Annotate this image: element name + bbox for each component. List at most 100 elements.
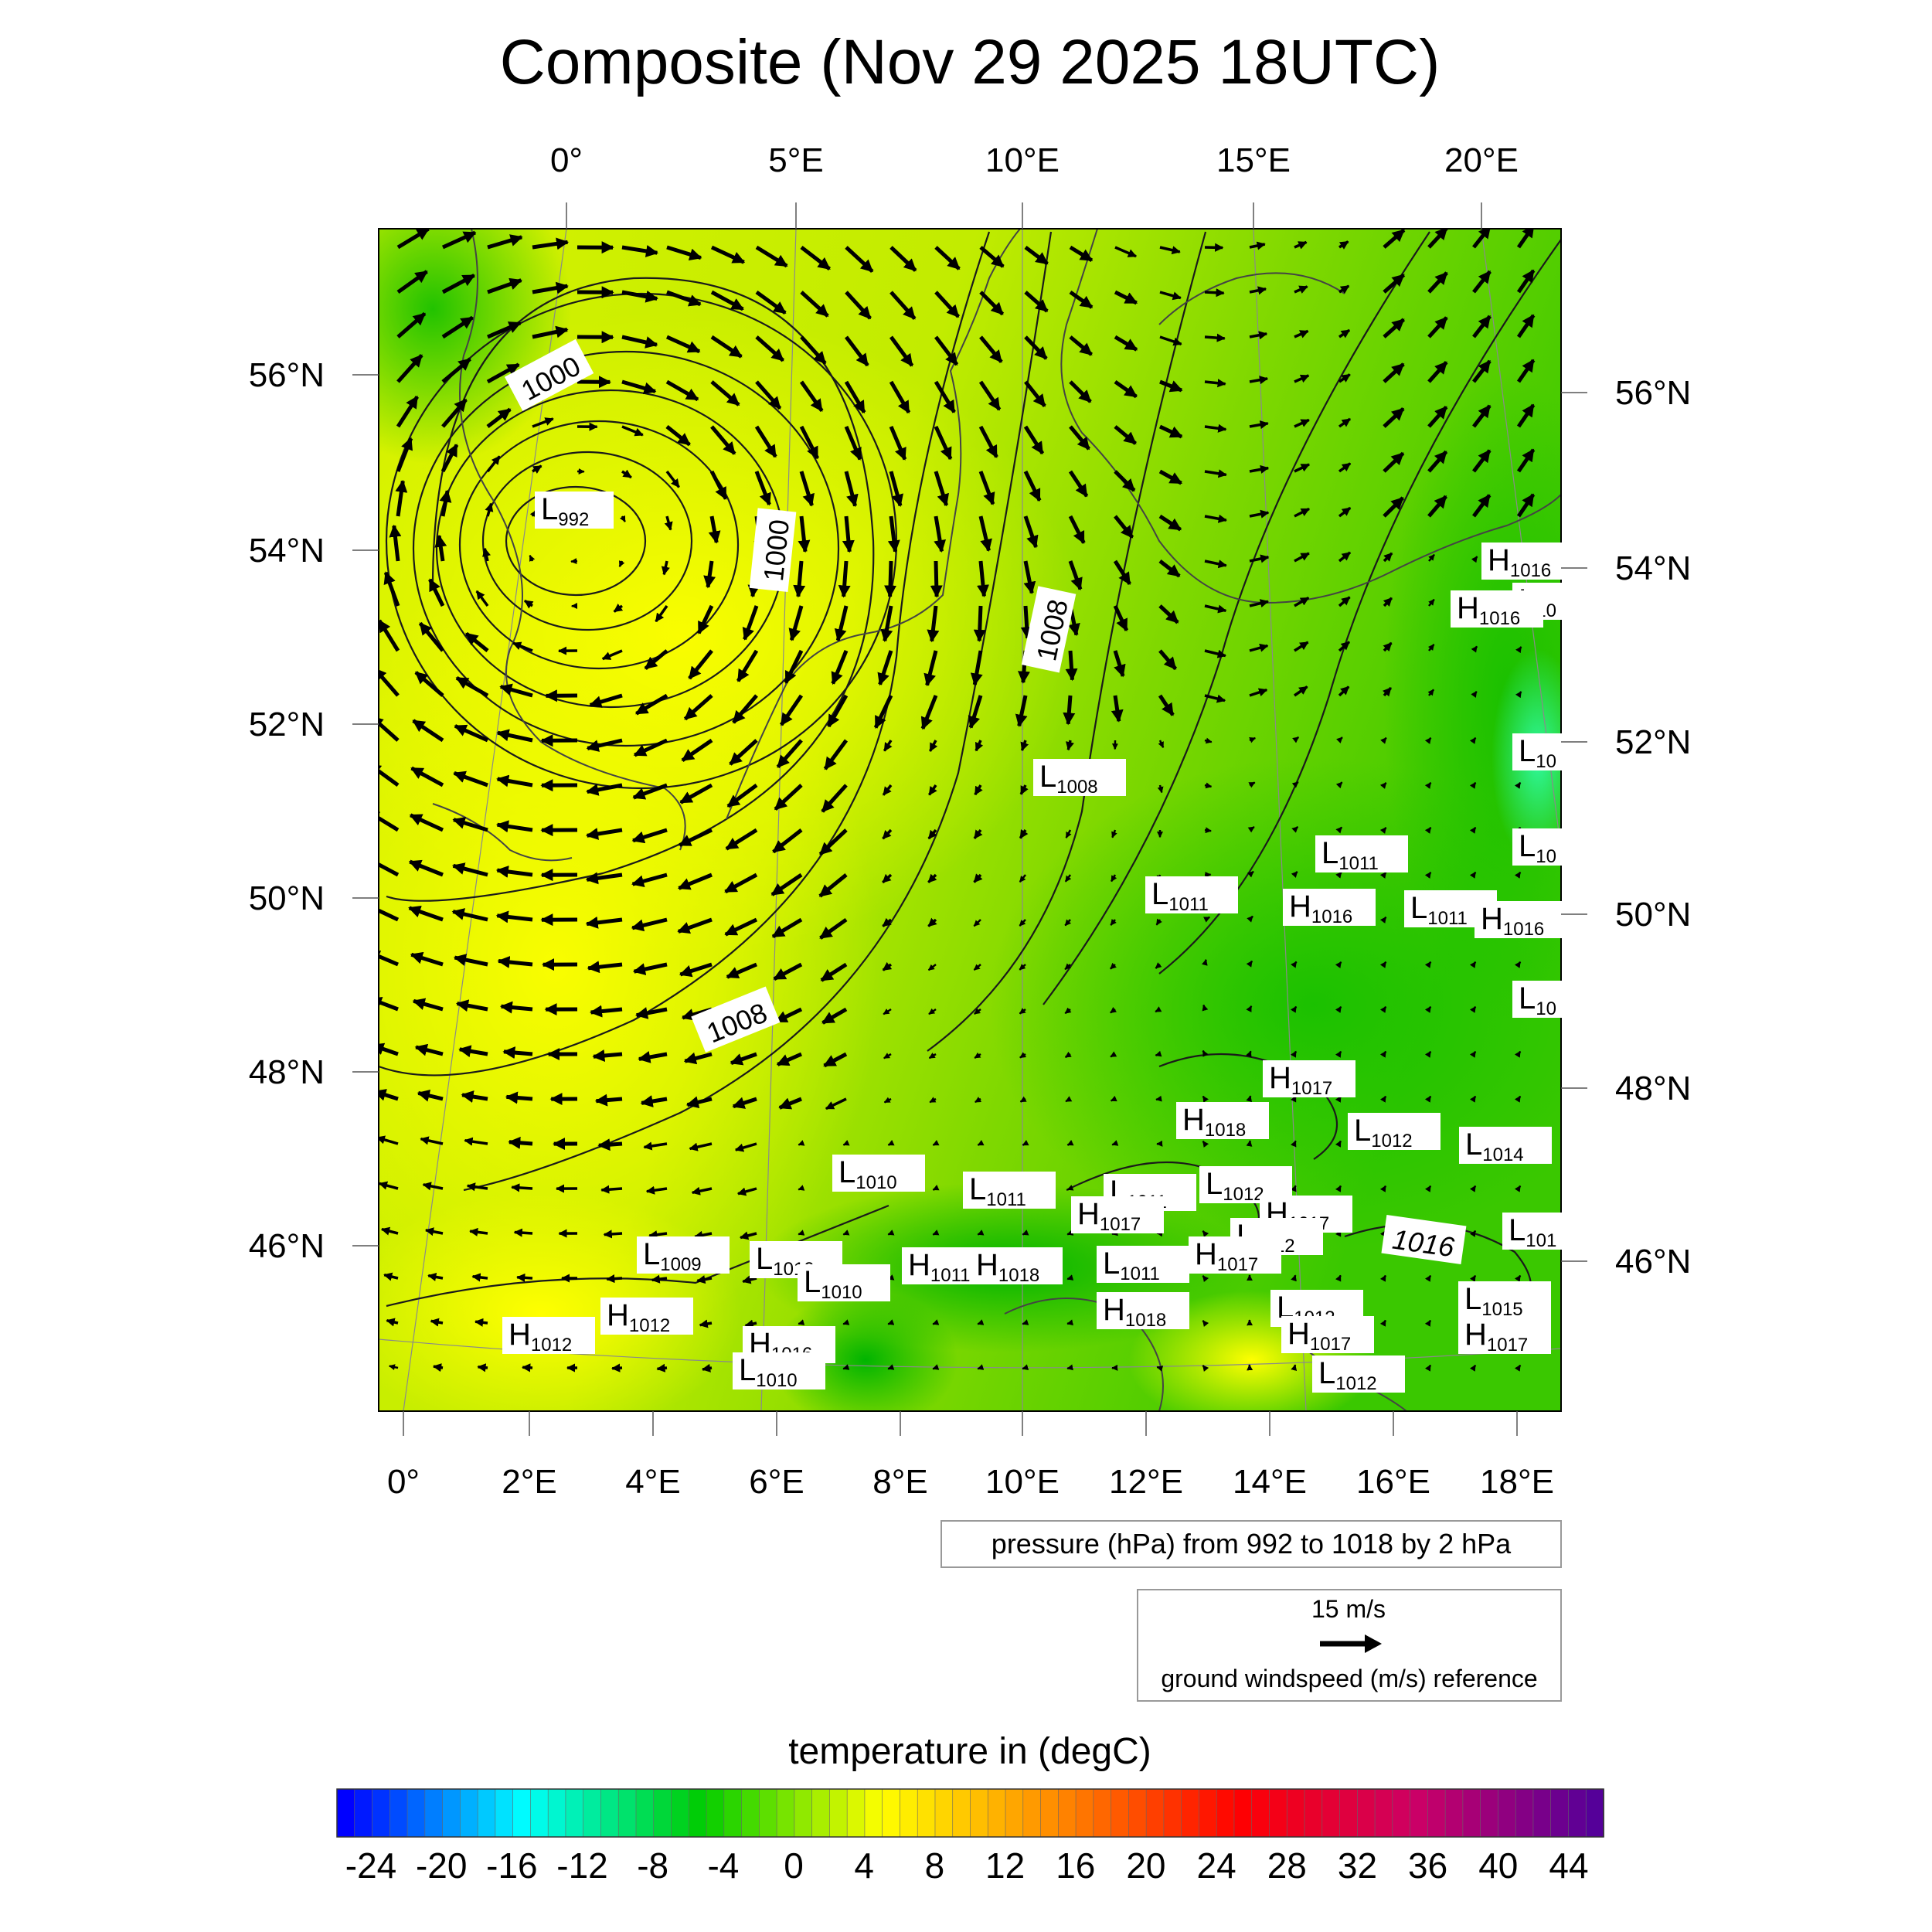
wind-arrow xyxy=(932,1230,940,1236)
wind-arrow xyxy=(1068,560,1083,591)
wind-arrow xyxy=(1156,1366,1164,1372)
wind-arrow xyxy=(621,245,658,257)
pressure-center-box xyxy=(1071,1196,1164,1233)
wind-arrow xyxy=(1022,1364,1029,1370)
wind-arrow xyxy=(1335,1140,1342,1148)
wind-arrow xyxy=(408,906,444,922)
wind-arrow xyxy=(1383,451,1405,473)
wind-arrow xyxy=(1203,916,1211,923)
high-pressure-label: H1018 xyxy=(1103,1293,1166,1331)
wind-arrow xyxy=(664,515,673,531)
wind-arrow xyxy=(441,357,471,383)
wind-arrow xyxy=(884,560,897,598)
wind-arrow xyxy=(1291,871,1298,879)
pressure-center-box xyxy=(1283,889,1376,926)
wind-arrow xyxy=(512,641,533,652)
wind-arrow xyxy=(1424,1185,1432,1192)
wind-arrow xyxy=(701,1363,713,1372)
wind-arrow xyxy=(927,917,937,927)
wind-arrow xyxy=(842,1140,850,1146)
wind-arrow xyxy=(1155,1050,1162,1057)
wind-arrow xyxy=(1471,556,1478,563)
wind-arrow xyxy=(432,1363,444,1372)
wind-arrow xyxy=(1427,405,1448,428)
wind-arrow xyxy=(1428,553,1435,562)
wind-arrow xyxy=(1383,406,1405,428)
wind-arrow xyxy=(1114,425,1137,445)
wind-arrow xyxy=(1159,246,1181,255)
wind-arrow xyxy=(635,693,668,716)
wind-arrow xyxy=(601,649,623,661)
wind-arrow xyxy=(1114,335,1138,352)
wind-arrow xyxy=(594,1094,623,1107)
wind-arrow xyxy=(1249,331,1268,340)
wind-arrow xyxy=(656,1363,668,1372)
colorbar-cell xyxy=(1444,1788,1464,1838)
wind-arrow xyxy=(1294,240,1308,250)
wind-arrow xyxy=(934,335,959,366)
colorbar-cell xyxy=(1550,1788,1570,1838)
wind-arrow xyxy=(379,763,400,787)
wind-arrow xyxy=(730,1052,757,1066)
wind-arrow xyxy=(710,245,746,264)
colorbar-cell xyxy=(1357,1788,1376,1838)
wind-arrow xyxy=(934,291,961,318)
wind-arrow xyxy=(932,1140,940,1146)
colorbar-cell xyxy=(759,1788,777,1838)
wind-arrow xyxy=(1472,494,1492,518)
wind-arrow xyxy=(977,1140,985,1146)
wind-arrow xyxy=(1469,871,1477,879)
wind-arrow xyxy=(773,962,803,981)
wind-arrow xyxy=(1068,470,1089,498)
wind-arrow xyxy=(1158,469,1183,485)
wind-arrow xyxy=(932,1364,940,1370)
wind-arrow xyxy=(499,1001,533,1014)
colorbar-cell xyxy=(1005,1788,1024,1838)
wind-arrow xyxy=(455,999,488,1012)
colorbar-tick-label: 32 xyxy=(1338,1845,1377,1886)
wind-arrow xyxy=(414,671,444,697)
wind-arrow xyxy=(1158,514,1182,532)
colorbar-cell xyxy=(917,1788,936,1838)
wind-arrow xyxy=(883,740,893,752)
wind-arrow xyxy=(882,828,893,840)
wind-arrow xyxy=(1294,285,1308,294)
wind-arrow xyxy=(666,245,702,260)
wind-arrow xyxy=(619,515,626,522)
wind-arrow xyxy=(703,560,716,589)
wind-arrow xyxy=(1292,736,1300,743)
wind-arrow xyxy=(683,1052,713,1065)
wind-arrow xyxy=(1335,826,1343,834)
wind-arrow xyxy=(410,766,444,787)
wind-arrow xyxy=(1204,604,1227,614)
wind-arrow xyxy=(873,694,893,729)
colorbar-cell xyxy=(495,1788,514,1838)
wind-arrow xyxy=(1335,736,1343,744)
pressure-center-box xyxy=(600,1298,693,1335)
wind-arrow xyxy=(1291,781,1299,788)
wind-arrow xyxy=(1472,315,1492,338)
wind-arrow xyxy=(1427,229,1449,249)
wind-arrow xyxy=(1113,604,1129,632)
wind-arrow xyxy=(1019,784,1029,795)
pressure-center-box xyxy=(970,1247,1063,1284)
wind-arrow xyxy=(430,1318,444,1327)
wind-arrow xyxy=(451,862,488,877)
right-lat-label: 56°N xyxy=(1615,374,1691,412)
colorbar-cell xyxy=(934,1788,954,1838)
wind-arrow xyxy=(1472,229,1492,249)
wind-arrow xyxy=(889,335,914,367)
wind-arrow xyxy=(1204,649,1226,658)
wind-arrow xyxy=(1022,1140,1029,1146)
wind-arrow xyxy=(645,1185,668,1195)
colorbar-cell xyxy=(635,1788,655,1838)
wind-arrow xyxy=(1383,229,1406,249)
wind-arrow xyxy=(1249,599,1269,608)
colorbar-cell xyxy=(1022,1788,1042,1838)
wind-arrow xyxy=(474,1318,488,1327)
pressure-center-box xyxy=(1458,1317,1551,1354)
wind-arrow xyxy=(1114,470,1136,492)
wind-arrow xyxy=(409,813,444,832)
colorbar-cell xyxy=(442,1788,461,1838)
colorbar-cell xyxy=(1233,1788,1253,1838)
